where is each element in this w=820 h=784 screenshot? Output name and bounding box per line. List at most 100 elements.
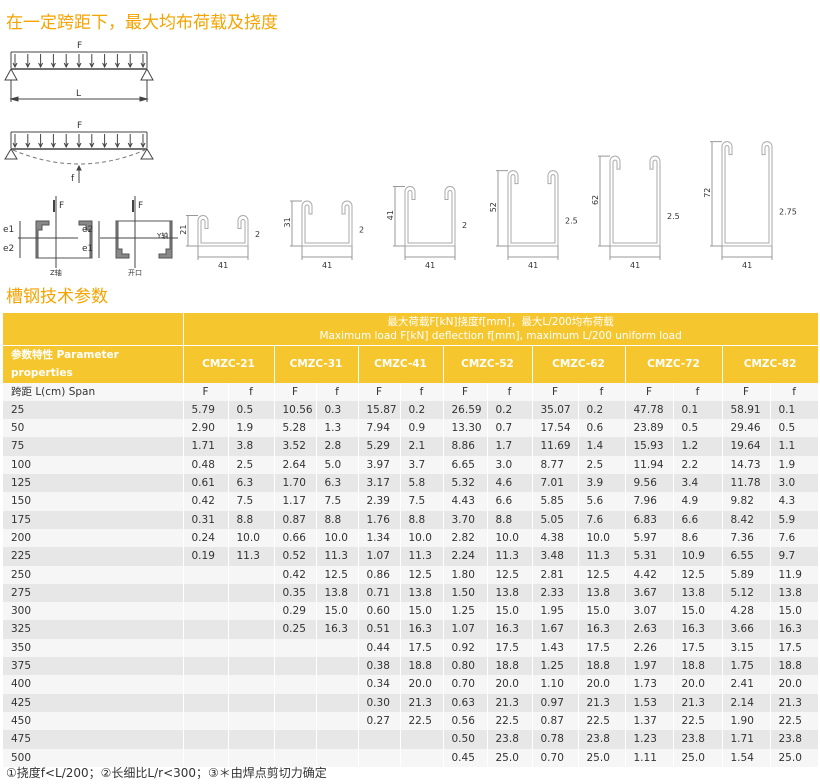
load-cell: 2.24 bbox=[443, 547, 488, 566]
table-row: 475 0.50 23.8 0.78 23.8 1.23 23.8 1.71 23.8 bbox=[3, 730, 819, 749]
deflection-cell: 5.0 bbox=[316, 455, 359, 475]
deflection-cell: 25.0 bbox=[673, 748, 723, 767]
table-row: 175 0.31 8.8 0.87 8.8 1.76 8.8 3.70 8.8 5.05 7.6 6.… bbox=[3, 510, 819, 529]
deflection-cell: 1.2 bbox=[673, 437, 723, 456]
load-cell bbox=[183, 675, 229, 694]
section-z-axis-diagram bbox=[18, 196, 93, 268]
deflection-cell bbox=[316, 657, 359, 676]
thickness-dimension: 2.75 bbox=[779, 208, 797, 217]
deflection-cell bbox=[228, 675, 275, 694]
deflection-cell bbox=[316, 748, 359, 767]
span-label: L bbox=[76, 89, 81, 99]
span-cell: 100 bbox=[3, 455, 184, 475]
load-cell: 1.25 bbox=[532, 657, 579, 676]
deflection-cell: 13.8 bbox=[578, 583, 626, 603]
load-cell: 1.97 bbox=[625, 657, 674, 676]
load-cell: 1.50 bbox=[443, 583, 488, 603]
deflection-cell: 10.0 bbox=[578, 528, 626, 548]
deflection-cell: 23.8 bbox=[578, 730, 626, 749]
deflection-cell bbox=[228, 711, 275, 731]
deflection-cell: 12.5 bbox=[487, 565, 533, 584]
load-cell: 6.83 bbox=[625, 510, 674, 529]
deflection-cell: 8.6 bbox=[673, 528, 723, 548]
load-cell: 0.97 bbox=[532, 693, 579, 712]
load-cell: 15.93 bbox=[625, 437, 674, 456]
deflection-cell: 22.5 bbox=[487, 711, 533, 731]
deflection-cell: 22.5 bbox=[578, 711, 626, 731]
deflection-cell: 16.3 bbox=[400, 620, 444, 639]
load-cell: 1.23 bbox=[625, 730, 674, 749]
deflection-cell: 25.0 bbox=[770, 748, 819, 767]
opening-label: 开口 bbox=[128, 269, 142, 277]
load-cell: 1.17 bbox=[274, 492, 317, 511]
deflection-cell: 20.0 bbox=[578, 675, 626, 694]
load-cell: 11.78 bbox=[722, 474, 771, 493]
deflection-cell: 18.8 bbox=[487, 657, 533, 676]
channel-profile-41: 41 41 2 bbox=[386, 186, 467, 270]
table-row: 375 0.38 18.8 0.80 18.8 1.25 18.8 1.97 18.8 1.75 1… bbox=[3, 657, 819, 676]
table-row: 250 0.42 12.5 0.86 12.5 1.80 12.5 2.81 12.5 4.42 1… bbox=[3, 565, 819, 584]
load-cell: 2.26 bbox=[625, 638, 674, 658]
load-cell bbox=[274, 675, 317, 694]
deflection-cell: 13.8 bbox=[316, 583, 359, 603]
deflection-cell: 8.8 bbox=[316, 510, 359, 529]
deflection-cell: 15.0 bbox=[487, 602, 533, 621]
load-cell: 0.52 bbox=[274, 547, 317, 566]
deflection-cell: 15.0 bbox=[770, 602, 819, 621]
load-cell: 0.44 bbox=[358, 638, 401, 658]
load-cell: 4.38 bbox=[532, 528, 579, 548]
table-row: 275 0.35 13.8 0.71 13.8 1.50 13.8 2.33 13.8 3.67 1… bbox=[3, 583, 819, 603]
load-cell: 0.29 bbox=[274, 602, 317, 621]
load-cell bbox=[183, 693, 229, 712]
channel-profile-31: 31 41 2 bbox=[283, 200, 364, 270]
deflection-cell: 7.5 bbox=[228, 492, 275, 511]
deflection-cell: 1.3 bbox=[316, 419, 359, 438]
deflection-cell bbox=[228, 565, 275, 584]
deflection-header: f bbox=[578, 382, 626, 401]
channel-profile-21: 21 41 2 bbox=[179, 215, 260, 270]
load-cell: 1.43 bbox=[532, 638, 579, 658]
support-icon bbox=[4, 67, 18, 81]
deflection-header: f bbox=[770, 382, 819, 401]
load-arrow-icon bbox=[76, 54, 82, 69]
load-cell: 0.42 bbox=[183, 492, 229, 511]
deflection-header: f bbox=[400, 382, 444, 401]
height-dimension: 21 bbox=[179, 225, 188, 235]
deflection-cell: 3.8 bbox=[228, 437, 275, 456]
z-axis-label: Z轴 bbox=[50, 268, 62, 277]
load-cell: 0.66 bbox=[274, 528, 317, 548]
e2-label: e2 bbox=[82, 225, 93, 235]
thickness-dimension: 2 bbox=[359, 226, 364, 235]
deflection-cell: 17.5 bbox=[770, 638, 819, 658]
load-cell: 5.29 bbox=[358, 437, 401, 456]
deflection-cell: 0.2 bbox=[578, 400, 626, 420]
deflection-cell: 7.5 bbox=[400, 492, 444, 511]
deflection-cell: 6.3 bbox=[316, 474, 359, 493]
load-cell: 7.96 bbox=[625, 492, 674, 511]
table-row: 150 0.42 7.5 1.17 7.5 2.39 7.5 4.43 6.6 5.85 5.6 7.… bbox=[3, 492, 819, 511]
span-cell: 175 bbox=[3, 510, 184, 529]
deflection-cell: 11.3 bbox=[578, 547, 626, 566]
span-cell: 25 bbox=[3, 400, 184, 420]
span-cell: 475 bbox=[3, 730, 184, 749]
span-cell: 125 bbox=[3, 474, 184, 493]
load-cell: 0.78 bbox=[532, 730, 579, 749]
load-cell: 26.59 bbox=[443, 400, 488, 420]
params-section-title: 槽钢技术参数 bbox=[6, 287, 108, 307]
load-cell: 23.89 bbox=[625, 419, 674, 438]
deflection-cell: 2.2 bbox=[673, 455, 723, 475]
width-dimension: 41 bbox=[630, 261, 640, 270]
load-cell bbox=[274, 638, 317, 658]
span-cell: 250 bbox=[3, 565, 184, 584]
deflection-cell: 2.5 bbox=[578, 455, 626, 475]
e1-label: e1 bbox=[3, 225, 14, 235]
deflection-cell: 10.0 bbox=[316, 528, 359, 548]
table-row: 325 0.25 16.3 0.51 16.3 1.07 16.3 1.67 16.3 2.63 1… bbox=[3, 620, 819, 639]
span-cell: 300 bbox=[3, 602, 184, 621]
deflection-cell: 3.4 bbox=[673, 474, 723, 493]
deflection-cell: 21.3 bbox=[400, 693, 444, 712]
deflection-cell: 22.5 bbox=[400, 711, 444, 731]
span-cell: 225 bbox=[3, 547, 184, 566]
load-cell: 3.66 bbox=[722, 620, 771, 639]
